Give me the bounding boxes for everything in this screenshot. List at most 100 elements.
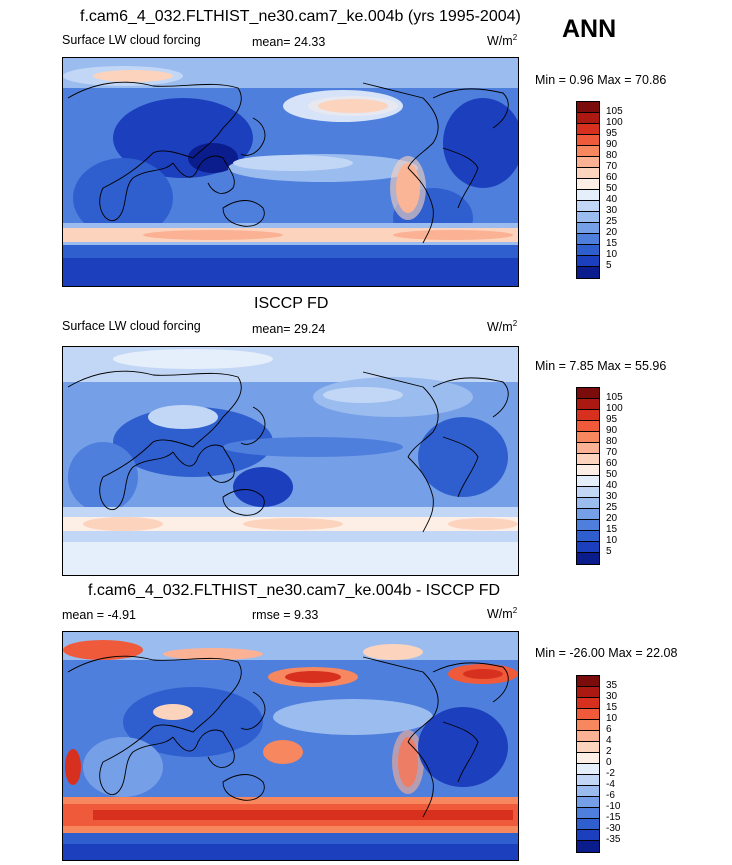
panel1-colorbar-swatch xyxy=(577,201,599,212)
panel1-colorbar-swatch xyxy=(577,157,599,168)
panel2-colorbar-label: 20 xyxy=(606,513,618,524)
panel1-colorbar xyxy=(576,101,600,279)
panel1-colorbar-label: 25 xyxy=(606,216,618,227)
panel1-colorbar-label: 90 xyxy=(606,139,618,150)
panel2-colorbar-swatch xyxy=(577,399,599,410)
panel3-colorbar xyxy=(576,675,600,853)
panel1-colorbar-label: 50 xyxy=(606,183,618,194)
panel3-colorbar-swatch xyxy=(577,797,599,808)
panel2-colorbar-swatch xyxy=(577,443,599,454)
season-label: ANN xyxy=(562,15,617,43)
panel3-colorbar-label: -4 xyxy=(606,779,615,790)
panel2-colorbar-label: 5 xyxy=(606,546,612,557)
panel1-colorbar-label: 30 xyxy=(606,205,618,216)
panel3-colorbar-swatch xyxy=(577,676,599,687)
panel2-colorbar-swatch xyxy=(577,476,599,487)
panel3-colorbar-swatch xyxy=(577,698,599,709)
panel3-colorbar-label: 10 xyxy=(606,713,618,724)
panel1-colorbar-swatch xyxy=(577,102,599,113)
panel1-colorbar-label: 80 xyxy=(606,150,618,161)
panel2-colorbar-label: 90 xyxy=(606,425,618,436)
panel1-mean: mean= 24.33 xyxy=(252,35,326,49)
panel3-colorbar-label: 15 xyxy=(606,702,618,713)
panel3-colorbar-label: 2 xyxy=(606,746,612,757)
panel1-colorbar-label: 70 xyxy=(606,161,618,172)
panel3-colorbar-swatch xyxy=(577,753,599,764)
panel1-minmax: Min = 0.96 Max = 70.86 xyxy=(535,73,667,87)
panel3-colorbar-swatch xyxy=(577,720,599,731)
panel3-colorbar-swatch xyxy=(577,819,599,830)
panel2-colorbar-label: 105 xyxy=(606,392,623,403)
panel3-colorbar-label: -35 xyxy=(606,834,621,845)
panel3-units: W/m2 xyxy=(487,606,518,622)
panel3-colorbar-swatch xyxy=(577,808,599,819)
panel1-units: W/m2 xyxy=(487,33,518,49)
panel1-colorbar-swatch xyxy=(577,190,599,201)
panel1-colorbar-swatch xyxy=(577,168,599,179)
panel2-colorbar-label: 100 xyxy=(606,403,623,414)
panel3-minmax: Min = -26.00 Max = 22.08 xyxy=(535,646,678,660)
panel1-colorbar-swatch xyxy=(577,135,599,146)
panel3-colorbar-label: 0 xyxy=(606,757,612,768)
panel3-colorbar-label: -6 xyxy=(606,790,615,801)
panel1-colorbar-label: 40 xyxy=(606,194,618,205)
panel1-title: f.cam6_4_032.FLTHIST_ne30.cam7_ke.004b (… xyxy=(80,8,521,25)
panel3-colorbar-label: -10 xyxy=(606,801,621,812)
panel2-colorbar-swatch xyxy=(577,509,599,520)
panel2-minmax: Min = 7.85 Max = 55.96 xyxy=(535,359,667,373)
panel1-variable: Surface LW cloud forcing xyxy=(62,33,201,47)
panel2-colorbar-label: 30 xyxy=(606,491,618,502)
panel3-colorbar-swatch xyxy=(577,841,599,852)
panel3-mean: mean = -4.91 xyxy=(62,608,137,622)
panel1-colorbar-swatch xyxy=(577,223,599,234)
panel2-variable: Surface LW cloud forcing xyxy=(62,319,201,333)
panel1-colorbar-label: 60 xyxy=(606,172,618,183)
panel2-colorbar-label: 80 xyxy=(606,436,618,447)
panel2-colorbar-swatch xyxy=(577,410,599,421)
panel1-colorbar-swatch xyxy=(577,124,599,135)
panel3-map xyxy=(62,631,519,861)
panel1-map xyxy=(62,57,519,287)
panel3-colorbar-swatch xyxy=(577,687,599,698)
panel2-colorbar-label: 70 xyxy=(606,447,618,458)
panel2-mean: mean= 29.24 xyxy=(252,322,326,336)
panel1-colorbar-swatch xyxy=(577,256,599,267)
panel2-colorbar-swatch xyxy=(577,432,599,443)
panel2-colorbar-swatch xyxy=(577,487,599,498)
panel2-colorbar xyxy=(576,387,600,565)
panel2-colorbar-label: 50 xyxy=(606,469,618,480)
panel2-colorbar-swatch xyxy=(577,520,599,531)
panel1-colorbar-swatch xyxy=(577,267,599,278)
panel2-colorbar-label: 60 xyxy=(606,458,618,469)
panel3-colorbar-label: -15 xyxy=(606,812,621,823)
panel1-colorbar-swatch xyxy=(577,113,599,124)
panel1-colorbar-swatch xyxy=(577,212,599,223)
panel1-colorbar-swatch xyxy=(577,245,599,256)
panel1-colorbar-label: 20 xyxy=(606,227,618,238)
panel2-colorbar-swatch xyxy=(577,542,599,553)
panel1-colorbar-label: 10 xyxy=(606,249,618,260)
panel3-colorbar-label: 30 xyxy=(606,691,618,702)
panel1-colorbar-label: 100 xyxy=(606,117,623,128)
panel3-colorbar-swatch xyxy=(577,742,599,753)
panel2-colorbar-swatch xyxy=(577,465,599,476)
panel2-units: W/m2 xyxy=(487,319,518,335)
panel1-colorbar-label: 105 xyxy=(606,106,623,117)
panel3-title: f.cam6_4_032.FLTHIST_ne30.cam7_ke.004b -… xyxy=(88,582,501,599)
panel1-colorbar-label: 95 xyxy=(606,128,618,139)
panel2-colorbar-label: 10 xyxy=(606,535,618,546)
panel1-colorbar-label: 15 xyxy=(606,238,618,249)
panel3-colorbar-swatch xyxy=(577,709,599,720)
panel2-colorbar-swatch xyxy=(577,454,599,465)
panel3-colorbar-swatch xyxy=(577,731,599,742)
panel1-colorbar-swatch xyxy=(577,234,599,245)
panel3-colorbar-label: 4 xyxy=(606,735,612,746)
panel2-colorbar-label: 95 xyxy=(606,414,618,425)
panel2-colorbar-swatch xyxy=(577,421,599,432)
panel1-colorbar-label: 5 xyxy=(606,260,612,271)
panel3-colorbar-swatch xyxy=(577,830,599,841)
panel2-colorbar-swatch xyxy=(577,531,599,542)
panel3-colorbar-label: 6 xyxy=(606,724,612,735)
panel1-colorbar-swatch xyxy=(577,146,599,157)
panel3-colorbar-label: 35 xyxy=(606,680,618,691)
